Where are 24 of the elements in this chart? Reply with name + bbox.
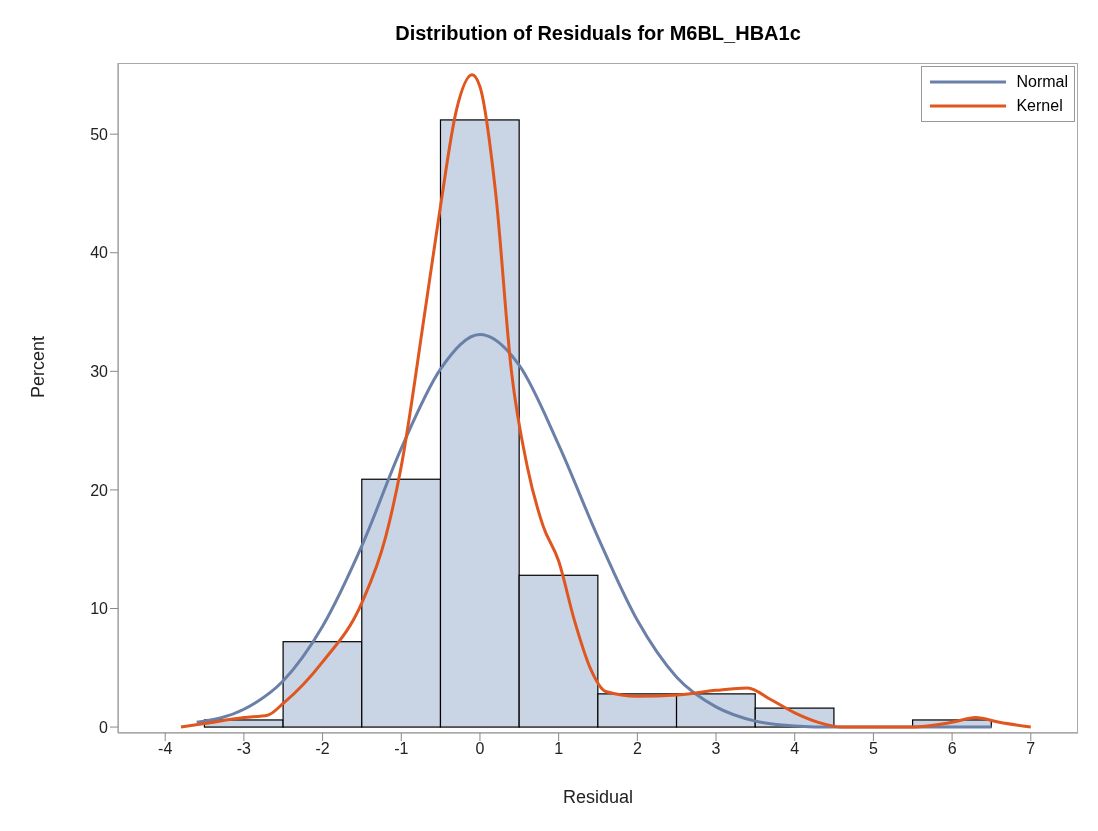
- x-tick-label: 1: [554, 740, 564, 758]
- x-tick-label: 2: [632, 740, 642, 758]
- x-tick-label: 4: [790, 740, 800, 758]
- y-tick-label: 10: [90, 600, 109, 618]
- x-tick-label: 6: [947, 740, 957, 758]
- line-series: [195, 333, 993, 729]
- legend-label: Normal: [1016, 72, 1068, 92]
- y-tick-label: 50: [90, 125, 109, 143]
- x-tick-label: -3: [236, 740, 252, 758]
- x-tick-label: 0: [475, 740, 485, 758]
- y-tick-label: 20: [90, 481, 109, 499]
- y-tick-label: 0: [99, 718, 109, 736]
- legend-label: Kernel: [1016, 96, 1063, 116]
- chart-title: Distribution of Residuals for M6BL_HBA1c: [394, 22, 802, 45]
- x-tick-label: 3: [711, 740, 721, 758]
- x-axis-title: Residual: [562, 787, 634, 807]
- x-tick-label: 7: [1026, 740, 1036, 758]
- y-tick-label: 30: [90, 363, 109, 380]
- y-axis-title: Percent: [28, 335, 49, 398]
- x-tick-label: -1: [394, 740, 409, 758]
- y-tick-label: 40: [90, 244, 109, 262]
- x-tick-label: 5: [868, 740, 878, 758]
- x-tick-label: -4: [158, 740, 173, 758]
- x-tick-label: -2: [315, 740, 330, 758]
